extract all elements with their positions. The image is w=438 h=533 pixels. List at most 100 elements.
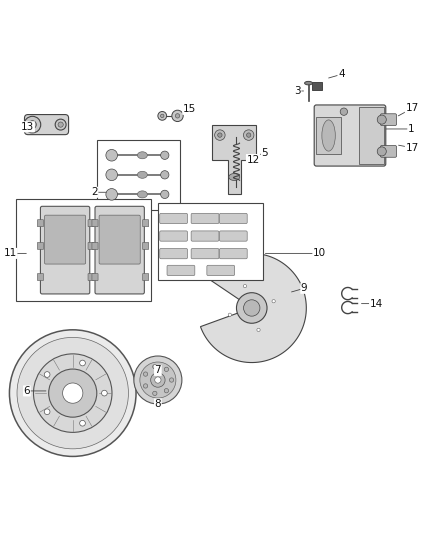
Circle shape [158,111,166,120]
Circle shape [33,354,112,432]
Bar [359,107,384,164]
FancyBboxPatch shape [88,220,94,227]
Circle shape [244,300,260,316]
Polygon shape [212,125,256,195]
Polygon shape [201,253,306,362]
Circle shape [272,300,275,303]
Circle shape [247,133,251,138]
Circle shape [143,372,148,376]
FancyBboxPatch shape [25,115,69,135]
Text: 10: 10 [313,248,326,259]
Circle shape [153,391,157,395]
Circle shape [244,130,254,140]
FancyBboxPatch shape [37,220,43,227]
Text: 15: 15 [183,104,196,114]
Bar [316,117,341,154]
FancyBboxPatch shape [99,215,140,264]
Bar [158,203,263,280]
Circle shape [44,409,50,415]
Circle shape [106,189,117,200]
Circle shape [377,147,386,156]
Circle shape [44,372,50,377]
Circle shape [340,108,347,115]
Circle shape [153,365,157,369]
Text: 7: 7 [155,366,161,375]
FancyBboxPatch shape [45,215,86,264]
FancyBboxPatch shape [143,273,149,280]
FancyBboxPatch shape [191,248,219,259]
FancyBboxPatch shape [160,213,187,224]
FancyBboxPatch shape [219,248,247,259]
Ellipse shape [138,152,147,159]
Ellipse shape [322,120,336,151]
FancyBboxPatch shape [160,248,187,259]
Text: 11: 11 [4,248,17,259]
FancyBboxPatch shape [207,265,235,276]
FancyBboxPatch shape [143,243,149,249]
FancyBboxPatch shape [92,273,98,280]
Circle shape [28,120,36,128]
Circle shape [164,367,169,372]
Text: 8: 8 [155,399,161,409]
Circle shape [102,390,107,396]
Circle shape [49,369,97,417]
FancyBboxPatch shape [314,105,386,166]
Circle shape [106,149,117,161]
Circle shape [58,122,63,127]
FancyBboxPatch shape [381,114,396,125]
Circle shape [17,337,128,449]
Text: 1: 1 [408,124,414,134]
Ellipse shape [138,191,147,198]
FancyBboxPatch shape [92,243,98,249]
Circle shape [228,313,232,317]
Text: 4: 4 [338,69,345,79]
Text: 3: 3 [294,86,301,96]
Ellipse shape [304,82,312,85]
Circle shape [151,373,165,387]
Circle shape [155,377,161,383]
Ellipse shape [138,171,147,179]
FancyBboxPatch shape [191,213,219,224]
FancyBboxPatch shape [167,265,195,276]
Circle shape [55,119,66,130]
Ellipse shape [229,174,240,181]
Text: 2: 2 [91,187,98,197]
Circle shape [175,114,180,118]
Circle shape [218,133,222,138]
FancyBboxPatch shape [160,231,187,241]
Text: 13: 13 [21,122,35,132]
Circle shape [161,171,169,179]
FancyBboxPatch shape [92,220,98,227]
FancyBboxPatch shape [143,220,149,227]
FancyBboxPatch shape [191,231,219,241]
Text: 17: 17 [405,143,419,153]
Text: 9: 9 [301,284,307,293]
FancyBboxPatch shape [37,243,43,249]
Text: 14: 14 [370,298,383,309]
Circle shape [24,116,41,133]
Bar [97,140,180,210]
Circle shape [80,360,85,366]
FancyBboxPatch shape [88,243,94,249]
Circle shape [80,421,85,426]
FancyBboxPatch shape [37,273,43,280]
Text: 6: 6 [24,386,30,396]
Circle shape [143,384,148,388]
Circle shape [63,383,83,403]
FancyBboxPatch shape [381,146,396,157]
FancyBboxPatch shape [40,206,90,294]
Circle shape [237,293,267,323]
Circle shape [257,328,260,332]
FancyBboxPatch shape [219,213,247,224]
Circle shape [134,356,182,404]
Circle shape [215,130,225,140]
Circle shape [170,378,174,382]
Circle shape [160,114,164,118]
FancyBboxPatch shape [88,273,94,280]
Bar [312,82,321,90]
Circle shape [106,169,117,181]
Circle shape [140,362,176,398]
Circle shape [161,151,169,159]
Text: 12: 12 [247,155,260,165]
Circle shape [172,110,183,122]
